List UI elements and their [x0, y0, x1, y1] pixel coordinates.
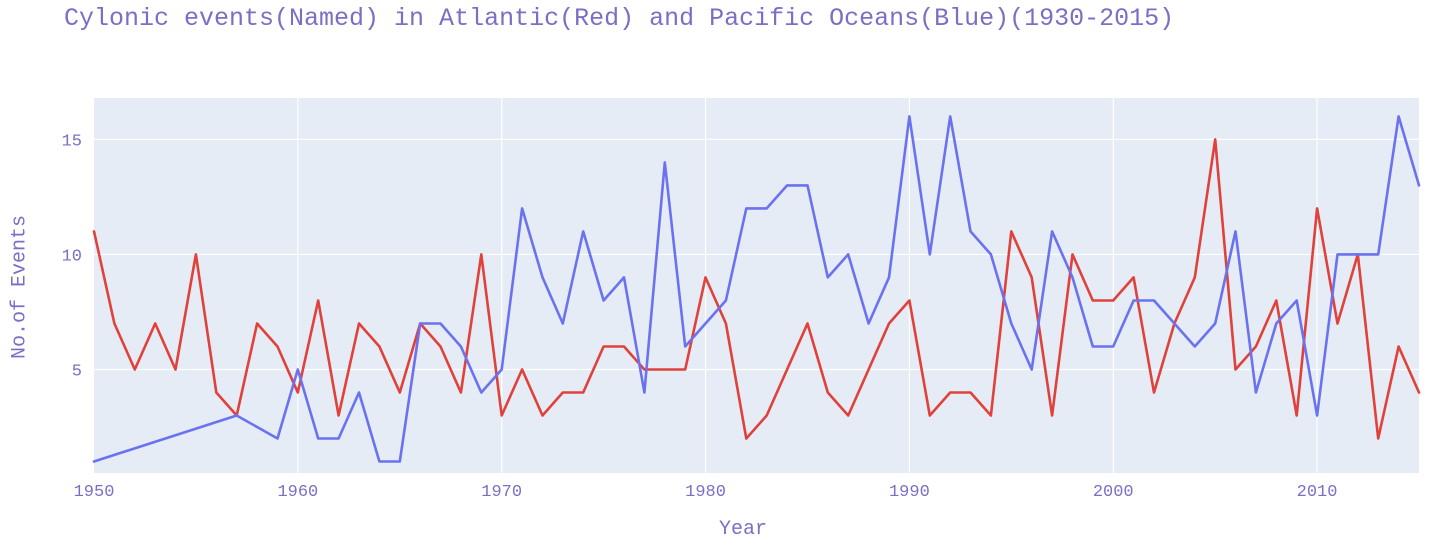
x-tick-label: 1980 [685, 483, 726, 502]
x-axis-title: Year [718, 518, 767, 541]
chart-title: Cylonic events(Named) in Atlantic(Red) a… [64, 4, 1175, 33]
x-tick-label: 1950 [74, 483, 115, 502]
y-tick-label: 5 [72, 362, 82, 381]
x-tick-label: 2000 [1093, 483, 1134, 502]
x-tick-label: 2010 [1297, 483, 1338, 502]
y-tick-label: 15 [62, 132, 82, 151]
plot-background [94, 98, 1419, 473]
x-tick-label: 1990 [889, 483, 930, 502]
x-tick-label: 1960 [277, 483, 318, 502]
x-tick-label: 1970 [481, 483, 522, 502]
series-line-1 [92, 138, 1421, 440]
y-tick-label: 10 [62, 247, 82, 266]
series-line-2 [92, 115, 1421, 463]
y-axis-title: No.of Events [8, 214, 32, 360]
